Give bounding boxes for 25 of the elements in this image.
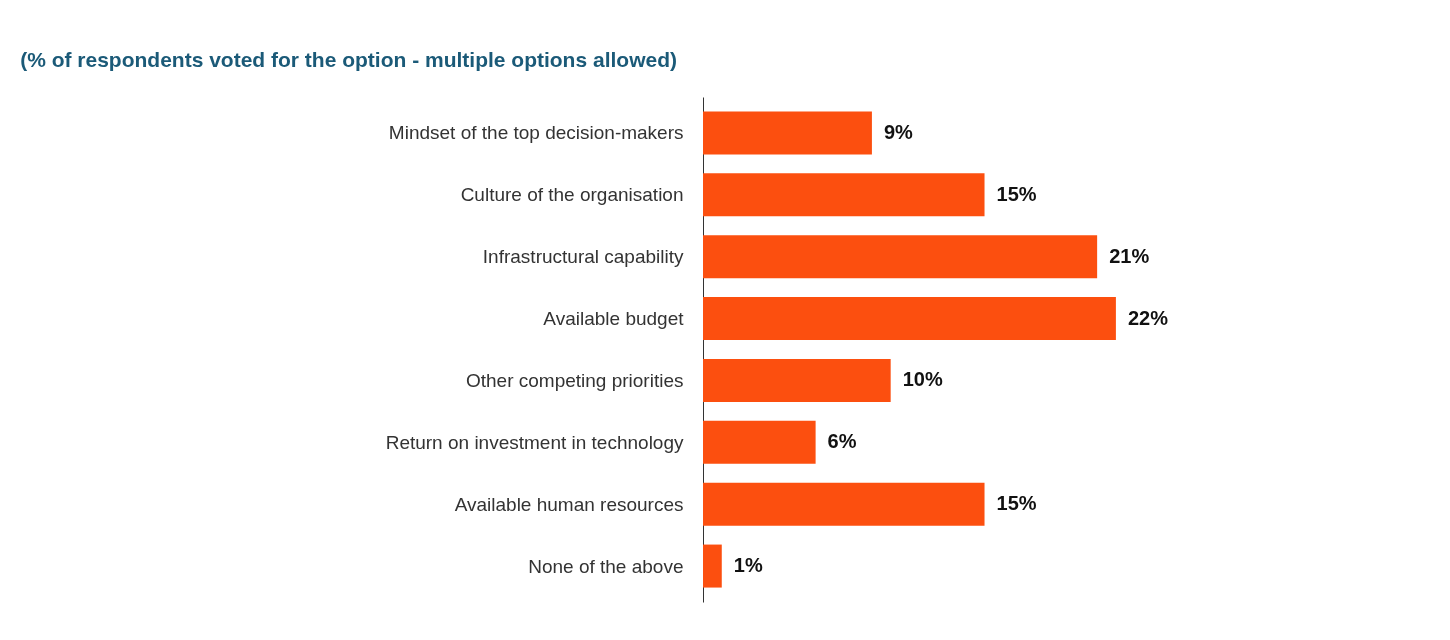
y-tick-label: Culture of the organisation <box>460 184 684 206</box>
bar <box>703 111 872 155</box>
text: (% of respondents voted for the option - multiple options allowed) <box>20 48 677 71</box>
bar <box>703 482 985 526</box>
data-label: 21% <box>1109 244 1150 267</box>
bar <box>703 358 891 402</box>
data-label: 15% <box>996 492 1037 515</box>
y-tick-label: None of the above <box>528 555 684 577</box>
data-label: 22% <box>1127 306 1169 329</box>
bar <box>703 235 1098 279</box>
bar <box>703 297 1116 341</box>
y-tick-label: Other competing priorities <box>465 369 684 391</box>
data-label: 10% <box>902 368 943 391</box>
y-tick-label: Infrastructural capability <box>482 246 684 268</box>
bar <box>703 544 722 588</box>
y-tick-label: Mindset of the top decision-makers <box>388 122 684 144</box>
data-label: 9% <box>883 120 914 143</box>
y-tick-label: Available budget <box>543 308 685 330</box>
bar <box>703 420 816 464</box>
data-label: 6% <box>827 430 857 453</box>
data-label: 1% <box>733 554 763 577</box>
data-label: 15% <box>996 182 1037 205</box>
y-tick-label: Available human resources <box>454 493 684 515</box>
y-tick-label: Return on investment in technology <box>385 431 684 453</box>
bar <box>703 173 985 217</box>
